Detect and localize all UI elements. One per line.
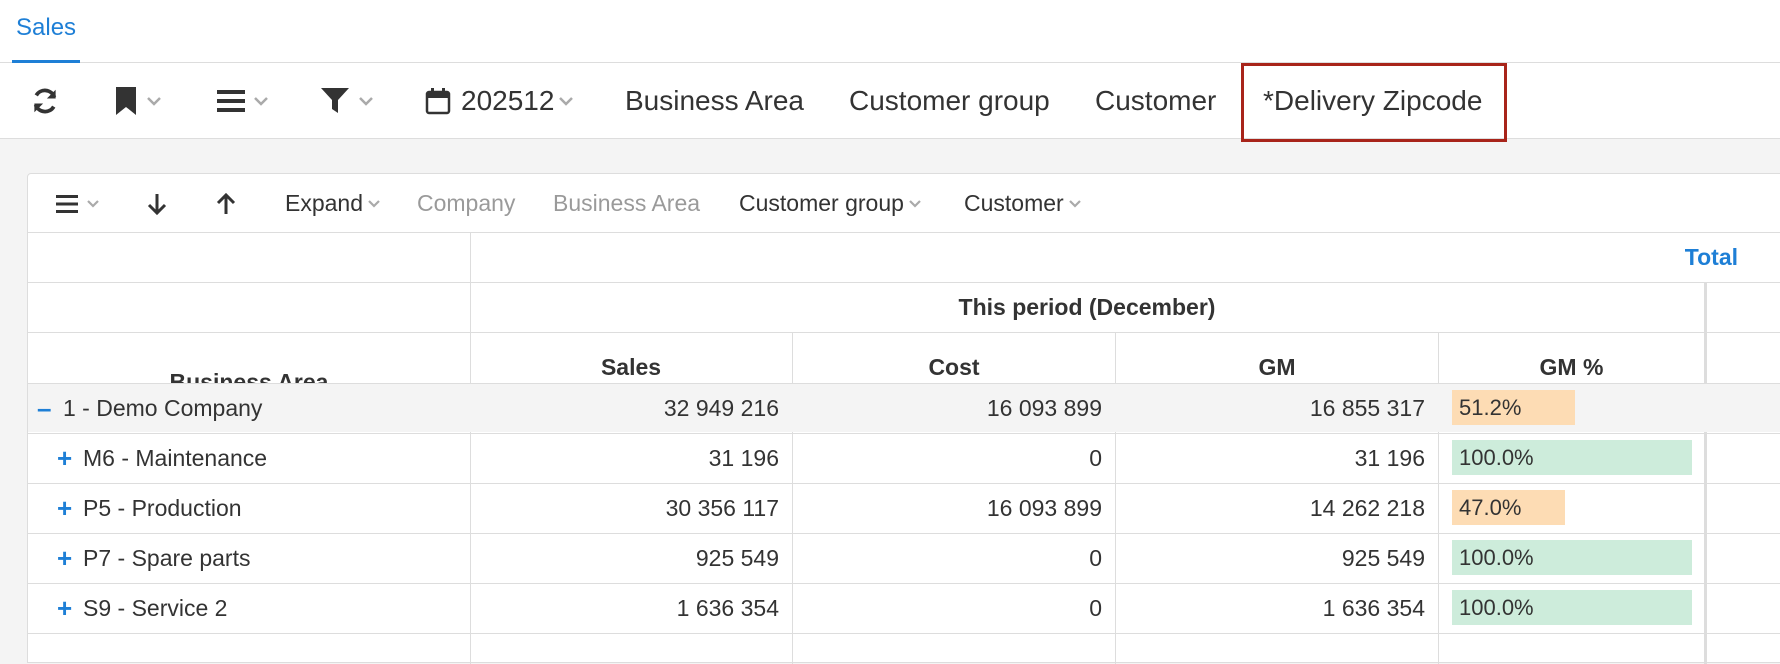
column-header-sales[interactable]: Sales	[600, 354, 662, 380]
tab-bar: Sales	[0, 0, 1780, 63]
chevron-down-icon	[254, 97, 268, 106]
pivot-panel: Expand Company Business Area Customer gr…	[27, 173, 1780, 664]
row-label-text: P5 - Production	[83, 494, 242, 521]
level-label: Company	[417, 190, 516, 216]
refresh-icon	[33, 88, 57, 114]
table-menu-dropdown[interactable]	[56, 174, 100, 233]
arrow-down-icon	[147, 193, 167, 215]
cell-gm: 1 636 354	[1322, 594, 1425, 621]
list-icon	[217, 90, 245, 112]
chevron-down-icon	[87, 200, 99, 208]
gm-pct-bar: 100.0%	[1452, 540, 1692, 575]
filter-icon	[321, 88, 349, 113]
level-label: Customer	[964, 190, 1064, 216]
cell-cost: 16 093 899	[986, 394, 1102, 421]
sort-ascending-button[interactable]	[215, 174, 237, 233]
chevron-down-icon	[559, 97, 574, 106]
tab-sales[interactable]: Sales	[12, 0, 81, 63]
chevron-down-icon	[1068, 200, 1081, 208]
total-header: Total	[1684, 244, 1738, 270]
gm-pct-bar: 100.0%	[1452, 440, 1692, 475]
cell-gm: 925 549	[1341, 544, 1425, 571]
dimension-delivery-zipcode[interactable]: *Delivery Zipcode	[1263, 63, 1482, 139]
level-customer[interactable]: Customer	[964, 174, 1082, 233]
gm-pct-bar: 51.2%	[1452, 390, 1575, 425]
highlight-box	[1241, 63, 1507, 142]
table-toolbar: Expand Company Business Area Customer gr…	[28, 174, 1780, 233]
expand-icon[interactable]: +	[57, 542, 73, 573]
cell-cost: 0	[1089, 444, 1102, 471]
expand-dropdown[interactable]: Expand	[285, 174, 381, 233]
main-toolbar: 202512 Business Area Customer group Cust…	[0, 63, 1780, 139]
calendar-icon	[425, 88, 451, 115]
dimension-customer-group[interactable]: Customer group	[849, 63, 1050, 139]
row-label: + P7 - Spare parts	[57, 533, 477, 583]
cell-cost: 0	[1089, 594, 1102, 621]
row-label: + M6 - Maintenance	[57, 433, 477, 483]
chevron-down-icon	[147, 97, 161, 106]
level-label: Customer group	[739, 190, 904, 216]
row-label-text: S9 - Service 2	[83, 594, 228, 621]
expand-icon[interactable]: +	[57, 492, 73, 523]
cell-gm: 16 855 317	[1309, 394, 1425, 421]
expand-icon[interactable]: +	[57, 442, 73, 473]
period-header: This period (December)	[958, 293, 1216, 320]
level-label: Business Area	[553, 190, 701, 216]
bookmark-icon	[116, 87, 136, 115]
collapse-icon[interactable]: –	[37, 392, 52, 423]
row-label: + S9 - Service 2	[57, 583, 477, 633]
refresh-button[interactable]	[30, 63, 60, 139]
column-header-gm-pct[interactable]: GM %	[1539, 354, 1604, 380]
cell-gm: 14 262 218	[1309, 494, 1425, 521]
gm-pct-bar: 47.0%	[1452, 490, 1565, 525]
filter-dropdown[interactable]	[320, 63, 374, 139]
cell-sales: 31 196	[708, 444, 779, 471]
chevron-down-icon	[909, 200, 921, 208]
cell-sales: 1 636 354	[676, 594, 779, 621]
cell-sales: 925 549	[695, 544, 779, 571]
gm-pct-value: 47.0%	[1459, 494, 1522, 520]
list-icon	[56, 194, 78, 213]
expand-label: Expand	[285, 190, 364, 216]
row-label-text: M6 - Maintenance	[83, 444, 268, 471]
dimension-label: Customer	[1095, 85, 1217, 116]
sort-descending-button[interactable]	[146, 174, 168, 233]
gm-pct-value: 100.0%	[1459, 544, 1534, 570]
gm-pct-value: 100.0%	[1459, 594, 1534, 620]
cell-cost: 0	[1089, 544, 1102, 571]
arrow-up-icon	[216, 192, 236, 214]
period-selector[interactable]: 202512	[425, 63, 574, 139]
bookmark-dropdown[interactable]	[114, 63, 162, 139]
gm-pct-value: 100.0%	[1459, 444, 1534, 470]
level-company[interactable]: Company	[417, 174, 515, 233]
cell-cost: 16 093 899	[986, 494, 1102, 521]
chevron-down-icon	[368, 200, 380, 208]
cell-gm: 31 196	[1354, 444, 1425, 471]
row-label: – 1 - Demo Company	[37, 383, 457, 433]
dimension-business-area[interactable]: Business Area	[625, 63, 804, 139]
level-business-area[interactable]: Business Area	[553, 174, 700, 233]
dimension-label: *Delivery Zipcode	[1263, 85, 1483, 116]
row-label-text: P7 - Spare parts	[83, 544, 251, 571]
row-label-text: 1 - Demo Company	[63, 394, 263, 421]
cell-sales: 30 356 117	[665, 494, 779, 521]
dimension-customer[interactable]: Customer	[1095, 63, 1216, 139]
gm-pct-value: 51.2%	[1459, 394, 1522, 420]
cell-sales: 32 949 216	[663, 394, 779, 421]
dimension-label: Business Area	[625, 85, 804, 116]
level-customer-group[interactable]: Customer group	[739, 174, 922, 233]
menu-dropdown[interactable]	[217, 63, 269, 139]
period-value: 202512	[461, 85, 555, 116]
expand-icon[interactable]: +	[57, 592, 73, 623]
gm-pct-bar: 100.0%	[1452, 590, 1692, 625]
chevron-down-icon	[359, 97, 373, 106]
row-label: + P5 - Production	[57, 483, 477, 533]
column-header-cost[interactable]: Cost	[928, 354, 980, 380]
dimension-label: Customer group	[849, 85, 1050, 116]
column-header-gm[interactable]: GM	[1258, 354, 1296, 380]
